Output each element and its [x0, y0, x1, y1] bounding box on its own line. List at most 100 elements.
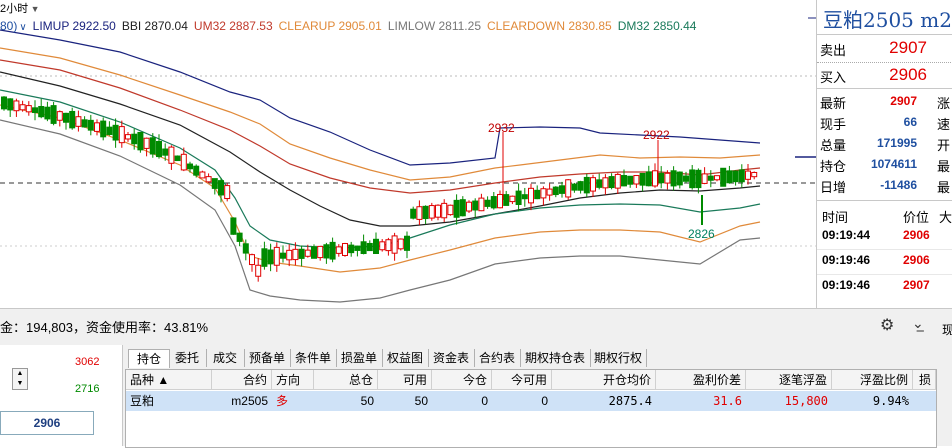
tick-price: 2906 [903, 253, 930, 267]
table-cell[interactable]: 9.94% [872, 394, 909, 408]
candle-body [373, 238, 379, 254]
column-header[interactable]: 盈利价差 [656, 370, 746, 390]
candle-body [366, 242, 373, 252]
sell-quote-row[interactable]: 卖出 2907 [817, 37, 952, 61]
table-cell[interactable]: 多 [276, 394, 289, 408]
stat-label: 日增 [820, 180, 847, 195]
column-header[interactable]: 品种 ▲ [126, 370, 212, 390]
candle-body [180, 153, 187, 171]
table-cell[interactable]: 0 [481, 394, 488, 408]
positions-table: 品种 ▲ 合约 方向 总仓 可用 今仓 今可用 开仓均价 盈利价差 逐笔浮盈 浮盈比例损豆粕 m250… [125, 369, 937, 448]
candle-body [323, 244, 330, 259]
column-header[interactable]: 逐笔浮盈 [746, 370, 832, 390]
table-cell[interactable]: 15,800 [784, 394, 828, 408]
price-field[interactable]: 2906 [0, 411, 94, 435]
tab-8[interactable]: 合约表 [474, 349, 521, 367]
tick-row: 09:19:44 2906 [817, 225, 952, 250]
um32-line [0, 59, 761, 194]
candle-body [435, 204, 441, 218]
column-header[interactable]: 损 [913, 370, 936, 390]
candle-body [379, 241, 386, 251]
candle-body [559, 185, 565, 194]
candle-body [608, 176, 615, 189]
kline-chart[interactable]: 2小时 ▼ 80) ∨ LIMUP 2922.50 BBI 2870.04 UM32 2… [0, 0, 816, 308]
candle-body [106, 126, 113, 135]
tab-9[interactable]: 期权持仓表 [520, 349, 591, 367]
low-marker-label: 2826 [688, 227, 715, 241]
candle-body [7, 98, 14, 111]
stat-value: 171995 [876, 136, 917, 150]
tab-10[interactable]: 期权行权 [590, 349, 647, 367]
column-header[interactable]: 方向 [272, 370, 314, 390]
legend-item: LIMUP 2922.50 [32, 19, 116, 33]
column-header[interactable]: 今可用 [492, 370, 552, 390]
table-cell[interactable]: 50 [414, 394, 428, 408]
period-selector[interactable]: 2小时 ▼ [0, 0, 40, 16]
tab-5[interactable]: 损盈单 [336, 349, 383, 367]
candle-body [521, 194, 528, 200]
dm32-line [0, 89, 761, 249]
settings-gear-icon[interactable]: ⚙ [880, 317, 895, 334]
table-cell[interactable]: m2505 [231, 394, 268, 408]
qty-stepper[interactable]: ▲ ▼ [12, 368, 28, 390]
legend-prefix: 80) [0, 19, 18, 33]
buy-price[interactable]: 2906 [889, 65, 927, 84]
table-cell[interactable]: 31.6 [713, 394, 742, 408]
buy-label: 买入 [820, 70, 847, 85]
candle-body [453, 199, 460, 218]
column-header[interactable]: 总仓 [314, 370, 378, 390]
cleardown-line [0, 104, 761, 273]
tab-3[interactable]: 预备单 [244, 349, 291, 367]
candle-body [199, 171, 206, 179]
candle-body [658, 172, 665, 184]
tab-2[interactable]: 成交 [206, 349, 245, 367]
collapse-icon[interactable]: ⌄̲ [912, 315, 924, 331]
candle-body [131, 133, 138, 145]
table-cell[interactable]: 50 [360, 394, 374, 408]
buy-quote-row[interactable]: 买入 2906 [817, 64, 952, 88]
column-header[interactable]: 今仓 [432, 370, 492, 390]
candle-body [19, 104, 26, 111]
table-cell[interactable]: 2875.4 [608, 394, 652, 408]
legend-item: LIMLOW 2811.25 [387, 19, 481, 33]
table-row[interactable] [126, 391, 936, 411]
stat-label-secondary: 涨 [937, 96, 951, 111]
candle-body [50, 105, 57, 124]
candle-body [416, 206, 423, 220]
table-cell[interactable]: 豆粕 [130, 394, 155, 408]
candle-body [590, 177, 596, 192]
quote-stat-row: 持仓 1074611 最 [817, 154, 952, 175]
table-cell[interactable]: 0 [541, 394, 548, 408]
candle-body [701, 173, 708, 184]
chevron-down-icon[interactable]: ▼ [28, 4, 40, 14]
tab-1[interactable]: 委托 [168, 349, 207, 367]
tab-6[interactable]: 权益图 [382, 349, 429, 367]
tab-7[interactable]: 资金表 [428, 349, 475, 367]
candle-body [32, 107, 38, 114]
sell-price[interactable]: 2907 [889, 38, 927, 57]
column-header[interactable]: 开仓均价 [552, 370, 656, 390]
column-header[interactable]: 浮盈比例 [832, 370, 913, 390]
tab-4[interactable]: 条件单 [290, 349, 337, 367]
stepper-down-icon[interactable]: ▼ [16, 380, 24, 387]
tick-time: 09:19:44 [822, 228, 871, 242]
candle-body [354, 245, 361, 251]
candle-body [81, 119, 88, 128]
stepper-up-icon[interactable]: ▲ [16, 370, 24, 377]
high-marker-label: 2922 [643, 128, 670, 142]
candle-body [304, 249, 311, 257]
legend-chevron-icon[interactable]: ∨ [19, 22, 27, 33]
funds-summary: 金：194,803，资金使用率：43.81% [0, 320, 209, 335]
ticks-header-more: 大 [939, 210, 952, 225]
column-header[interactable]: 可用 [378, 370, 432, 390]
kline-svg[interactable] [0, 0, 816, 308]
candle-body [571, 183, 578, 191]
candle-body [261, 248, 268, 267]
candle-body [447, 204, 454, 216]
table-cell[interactable] [913, 391, 936, 411]
column-header[interactable]: 合约 [212, 370, 272, 390]
period-label[interactable]: 2小时 [0, 3, 29, 15]
tab-0[interactable]: 持仓 [128, 349, 170, 368]
stat-value: 1074611 [870, 157, 917, 171]
stat-label-secondary: 最 [937, 159, 951, 174]
